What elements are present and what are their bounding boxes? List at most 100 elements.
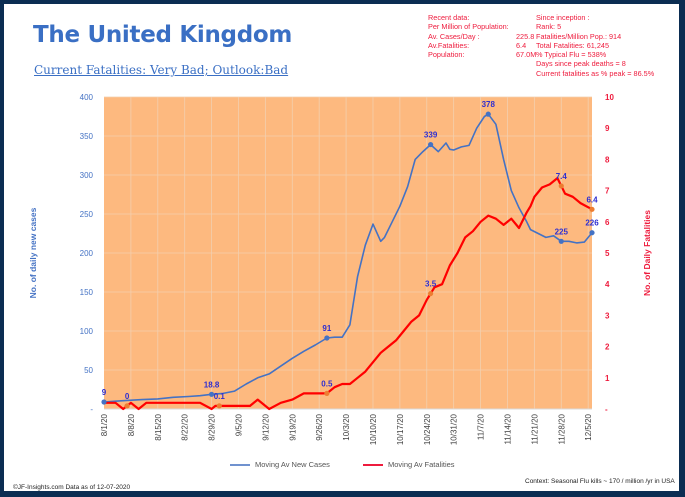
case-marker (485, 111, 491, 117)
data-label: 0 (125, 392, 130, 401)
right-tick-label: 8 (605, 155, 610, 164)
x-tick-label: 10/10/20 (369, 413, 378, 445)
x-axis-ticks: 8/1/20 8/8/20 8/15/20 8/22/20 8/29/20 9/5/20 9… (100, 413, 593, 445)
cases-line (103, 113, 593, 403)
gridlines (104, 96, 592, 410)
left-tick-label: 300 (80, 171, 94, 180)
since-inception-heading: Since inception : (536, 13, 590, 22)
data-label: 6.4 (586, 195, 598, 204)
x-tick-label: 8/1/20 (100, 413, 109, 436)
right-tick-label: 4 (605, 280, 610, 289)
av-cases-value: 225.8 (516, 31, 535, 41)
x-tick-label: 10/3/20 (342, 413, 351, 440)
footer-context: Context: Seasonal Flu kills ~ 170 / mill… (525, 478, 675, 485)
av-fatalities-value: 6.4 (516, 40, 527, 50)
fatality-marker (324, 390, 330, 396)
current-vs-peak-text: Current fatalities as % peak = 86.5% (536, 68, 655, 78)
fatality-marker (589, 206, 595, 212)
footer-copyright: ©JF-Insights.com Data as of 12-07-2020 (13, 484, 131, 491)
typical-flu-text: % Typical Flu = 538% (536, 50, 607, 60)
data-label: 9 (102, 388, 107, 397)
av-cases-label: Av. Cases/Day : (428, 31, 480, 41)
fatality-marker (558, 183, 564, 189)
right-tick-label: 5 (605, 249, 610, 258)
x-tick-label: 8/15/20 (154, 413, 163, 440)
x-tick-label: 8/8/20 (127, 413, 136, 436)
right-axis-ticks: - 1 2 3 4 5 6 7 8 9 10 (605, 93, 614, 414)
case-marker (324, 335, 330, 341)
x-tick-label: 9/5/20 (234, 413, 243, 436)
data-label: 18.8 (204, 380, 220, 389)
data-label: 378 (482, 100, 496, 109)
right-tick-label: 6 (605, 218, 610, 227)
data-label: 226 (585, 219, 599, 228)
av-fatalities-label: Av.Fatalities: (428, 40, 470, 50)
series-lines (103, 113, 593, 411)
data-label: 339 (424, 131, 438, 140)
left-tick-label: 200 (80, 249, 94, 258)
page-subtitle: Current Fatalities: Very Bad; Outlook:Ba… (34, 63, 289, 77)
data-label: 7.4 (556, 172, 568, 181)
recent-data-labels: Recent data: Per Million of Population: … (428, 13, 509, 59)
x-tick-label: 11/21/20 (530, 413, 539, 444)
fatality-marker (428, 290, 434, 297)
data-label: 91 (322, 324, 331, 333)
fatality-marker (124, 403, 130, 409)
population-label: Population: (428, 50, 465, 60)
data-label: 0.5 (321, 379, 333, 388)
left-tick-label: 100 (80, 327, 94, 336)
x-tick-label: 10/24/20 (423, 413, 432, 445)
left-tick-label: - (90, 405, 93, 414)
case-marker (101, 399, 107, 405)
fatalities-line (104, 177, 593, 411)
left-tick-label: 150 (80, 288, 94, 297)
x-tick-label: 9/26/20 (315, 413, 324, 440)
x-tick-label: 8/22/20 (181, 413, 190, 440)
fatalities-per-million-text: Fatalities/Million Pop.: 914 (536, 31, 622, 41)
left-tick-label: 350 (80, 132, 94, 141)
since-inception-panel: Since inception : Rank: 5 Fatalities/Mil… (536, 13, 654, 78)
left-axis-ticks: - 50 100 150 200 250 300 350 400 (80, 93, 94, 414)
right-tick-label: 9 (605, 124, 610, 133)
case-marker (558, 238, 564, 244)
population-value: 67.0M (516, 50, 537, 60)
x-tick-label: 11/14/20 (503, 413, 512, 444)
case-marker (208, 391, 215, 397)
right-tick-label: 3 (605, 311, 610, 320)
x-tick-label: 11/28/20 (557, 413, 566, 444)
legend-fatalities: Moving Av Fatalities (363, 460, 455, 469)
left-tick-label: 50 (84, 366, 93, 375)
legend-cases-swatch (230, 463, 250, 466)
right-tick-label: - (605, 405, 608, 414)
x-tick-label: 9/12/20 (261, 413, 270, 440)
x-tick-label: 10/17/20 (396, 413, 405, 445)
legend-fatalities-label: Moving Av Fatalities (388, 460, 455, 469)
right-tick-label: 2 (605, 343, 610, 352)
right-tick-label: 10 (605, 93, 614, 102)
days-since-peak-text: Days since peak deaths = 8 (536, 59, 626, 69)
legend-fatalities-swatch (363, 463, 383, 466)
x-tick-label: 12/5/20 (584, 413, 593, 440)
per-million-label: Per Million of Population: (428, 22, 509, 32)
x-tick-label: 8/29/20 (208, 413, 217, 440)
data-label: 0.1 (214, 392, 226, 401)
fatality-marker (216, 403, 222, 409)
x-tick-label: 10/31/20 (450, 413, 459, 445)
annotation-markers: 9 18.8 91 339 378 225 226 0 0.1 0.5 3.5 7.4 6.4 (101, 100, 599, 409)
left-axis-label: No. of daily new cases (28, 207, 38, 298)
data-label: 3.5 (425, 280, 437, 289)
legend-cases: Moving Av New Cases (230, 460, 330, 469)
x-tick-label: 11/7/20 (477, 413, 486, 440)
left-tick-label: 400 (80, 93, 94, 102)
x-tick-label: 9/19/20 (288, 413, 297, 440)
left-tick-label: 250 (80, 210, 94, 219)
data-label: 225 (555, 227, 569, 236)
page-title: The United Kingdom (33, 22, 293, 48)
total-fatalities-text: Total Fatalities: 61,245 (536, 40, 610, 50)
right-tick-label: 1 (605, 374, 610, 383)
rank-text: Rank: 5 (536, 22, 562, 32)
case-marker (428, 141, 434, 148)
legend-cases-label: Moving Av New Cases (255, 460, 330, 469)
right-axis-label: No. of Daily Fatalities (642, 210, 652, 296)
